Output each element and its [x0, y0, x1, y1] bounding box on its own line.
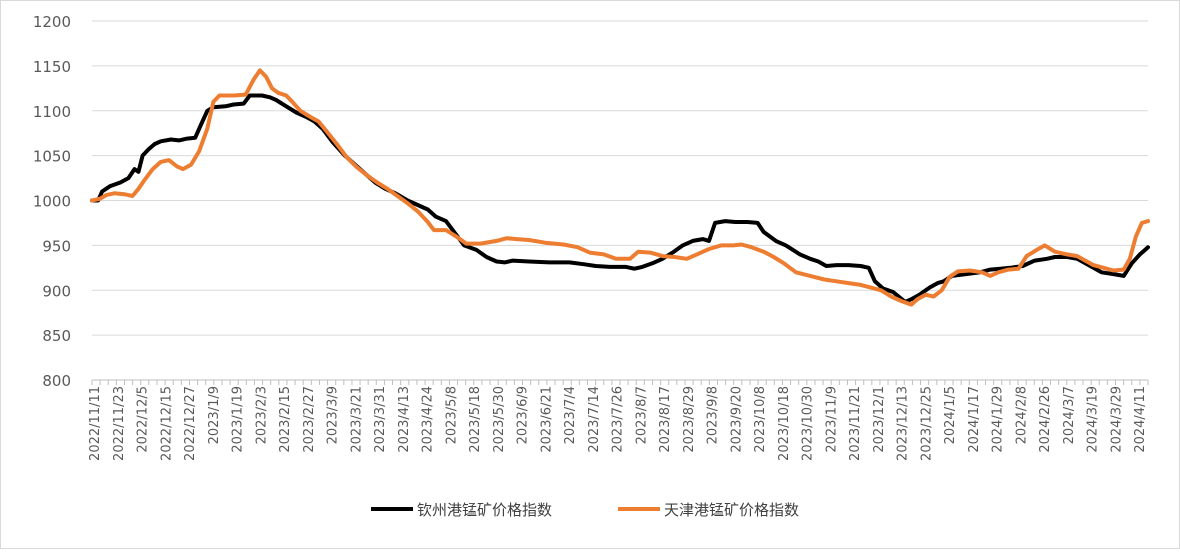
- x-tick-label: 2023/1/19: [231, 386, 246, 453]
- x-tick-label: 2023/3/9: [326, 386, 341, 444]
- legend-label-tianjin: 天津港锰矿价格指数: [664, 501, 799, 519]
- legend-label-qinzhou: 钦州港锰矿价格指数: [417, 501, 552, 519]
- x-tick-label: 2023/7/26: [611, 386, 626, 453]
- x-tick-label: 2023/3/31: [373, 386, 388, 453]
- x-tick-label: 2023/9/20: [729, 386, 744, 453]
- x-tick-label: 2023/7/14: [587, 386, 602, 453]
- x-axis-tick-labels: 2022/11/11 2022/11/23 2022/12/5 2022/12/15 2…: [88, 386, 1148, 461]
- y-tick-label: 900: [42, 282, 71, 300]
- x-tick-label: 2023/11/9: [824, 386, 839, 453]
- y-tick-label: 850: [42, 327, 71, 345]
- x-tick-label: 2023/10/18: [777, 386, 792, 461]
- y-axis-tick-labels: 800 850 900 950 1000 1050 1100 1150 1200: [33, 13, 71, 390]
- x-tick-label: 2023/10/8: [753, 386, 768, 453]
- x-tick-label: 2023/2/3: [254, 386, 269, 444]
- series-lines: [90, 68, 1150, 307]
- series-line-qinzhou: [90, 93, 1150, 304]
- y-tick-label: 1050: [33, 148, 71, 166]
- x-tick-label: 2022/11/11: [88, 386, 103, 461]
- x-tick-label: 2023/12/13: [896, 386, 911, 461]
- y-tick-label: 800: [42, 372, 71, 390]
- x-tick-label: 2023/5/18: [468, 386, 483, 453]
- x-tick-label: 2024/1/5: [943, 386, 958, 444]
- x-tick-label: 2024/1/17: [967, 386, 982, 453]
- x-tick-label: 2024/2/8: [1014, 386, 1029, 444]
- x-tick-label: 2023/9/8: [706, 386, 721, 444]
- x-tick-label: 2023/12/1: [872, 386, 887, 453]
- x-tick-label: 2022/12/27: [183, 386, 198, 461]
- x-axis: [91, 379, 1149, 385]
- x-tick-label: 2023/2/27: [302, 386, 317, 453]
- x-tick-label: 2024/1/29: [991, 386, 1006, 453]
- y-tick-label: 1100: [33, 103, 71, 121]
- x-tick-label: 2023/5/8: [444, 386, 459, 444]
- x-tick-label: 2023/5/30: [492, 386, 507, 453]
- x-tick-label: 2023/12/25: [919, 386, 934, 461]
- x-tick-label: 2023/2/15: [278, 386, 293, 453]
- x-tick-label: 2024/4/11: [1133, 386, 1148, 453]
- x-tick-label: 2023/10/30: [801, 386, 816, 461]
- x-tick-label: 2023/1/9: [207, 386, 222, 444]
- x-tick-label: 2024/3/7: [1062, 386, 1077, 444]
- x-tick-label: 2023/8/29: [682, 386, 697, 453]
- x-tick-label: 2024/3/19: [1086, 386, 1101, 453]
- x-tick-label: 2023/8/17: [658, 386, 673, 453]
- x-tick-label: 2024/3/29: [1109, 386, 1124, 453]
- x-tick-label: 2023/4/24: [421, 386, 436, 453]
- x-tick-label: 2023/6/21: [539, 386, 554, 453]
- y-tick-label: 950: [42, 237, 71, 255]
- x-tick-label: 2023/7/4: [563, 386, 578, 444]
- y-tick-label: 1000: [33, 193, 71, 211]
- x-tick-label: 2023/3/21: [349, 386, 364, 453]
- x-tick-label: 2023/6/9: [516, 386, 531, 444]
- x-tick-label: 2024/2/26: [1038, 386, 1053, 453]
- x-tick-label: 2023/4/13: [397, 386, 412, 453]
- x-tick-label: 2023/8/7: [634, 386, 649, 444]
- series-line-tianjin: [90, 68, 1150, 307]
- y-tick-label: 1200: [33, 13, 71, 31]
- gridlines: [92, 20, 1148, 336]
- x-tick-label: 2022/12/15: [159, 386, 174, 461]
- legend: 钦州港锰矿价格指数 天津港锰矿价格指数: [371, 501, 799, 519]
- x-tick-label: 2023/11/21: [848, 386, 863, 461]
- x-tick-label: 2022/11/23: [112, 386, 127, 461]
- y-tick-label: 1150: [33, 58, 71, 76]
- x-tick-label: 2022/12/5: [136, 386, 151, 453]
